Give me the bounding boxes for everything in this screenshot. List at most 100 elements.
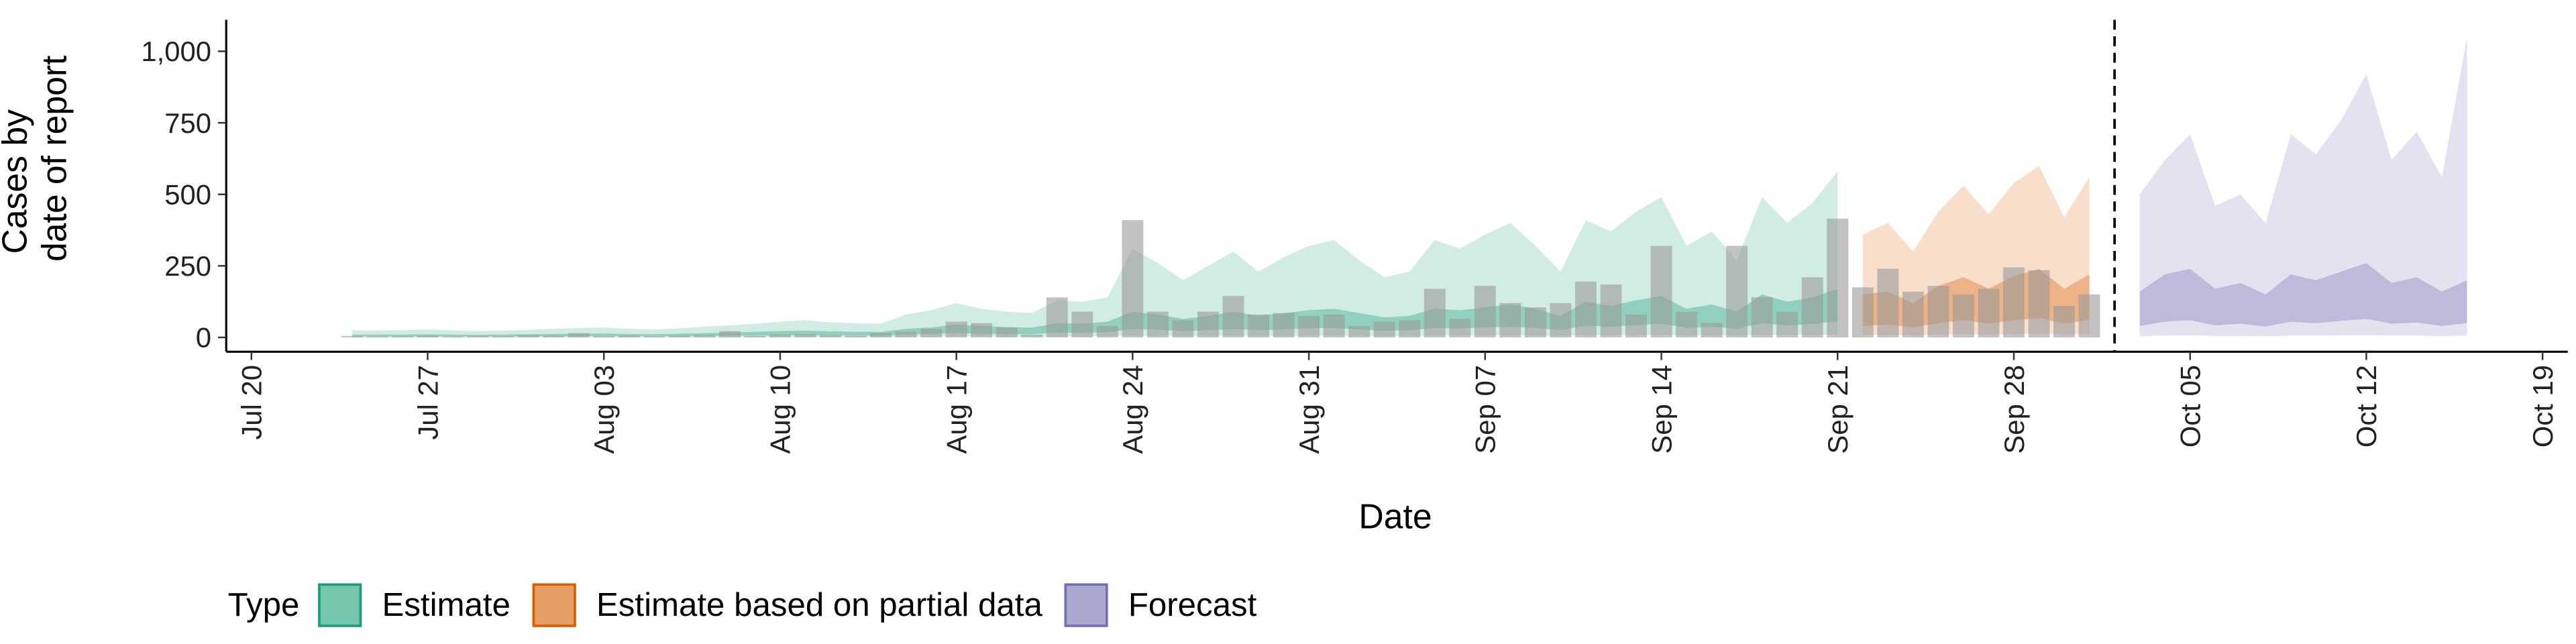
x-tick-label: Aug 03 [588,365,620,454]
bar [1524,307,1546,337]
bar [2003,267,2025,337]
bar [1851,287,1874,337]
x-tick-label: Oct 12 [2351,365,2382,447]
bar [1801,277,1823,337]
bar [845,335,867,337]
bar [1550,303,1572,337]
x-tick-label: Aug 17 [941,365,972,454]
y-tick-label: 750 [164,107,211,139]
bar [2078,294,2100,337]
y-tick-label: 0 [196,322,211,354]
x-tick-label: Sep 28 [1998,365,2030,454]
bar [744,335,766,337]
bar [794,333,816,337]
bar [1122,220,1144,337]
bar [1751,297,1773,337]
legend-label: Estimate based on partial data [596,586,1042,623]
x-tick-label: Jul 27 [412,365,443,440]
bar [568,333,590,337]
bar [543,335,565,337]
bar [1348,325,1371,337]
bar [1399,320,1421,337]
bar [1952,294,1974,337]
bar [1827,218,1849,337]
bar [1222,296,1244,337]
ribbon [352,171,1838,337]
bar [1650,246,1672,337]
bar [1323,314,1345,337]
bar [1449,319,1471,337]
bar [1248,314,1269,337]
bar [820,335,841,337]
legend-key [318,583,362,627]
x-tick-label: Aug 24 [1117,365,1148,454]
x-tick-label: Sep 21 [1822,365,1854,454]
bar [1726,246,1748,337]
bar [392,336,413,337]
legend-label: Forecast [1128,586,1257,623]
bar [769,334,791,337]
bar [870,333,892,337]
bar [895,331,917,337]
bar [1021,334,1043,337]
ribbon [2139,263,2467,327]
x-tick-label: Aug 31 [1293,365,1325,454]
bar [341,335,363,337]
x-tick-label: Sep 07 [1470,365,1501,454]
ribbon [2139,37,2467,337]
bar [593,335,615,337]
bar [668,335,690,337]
bar [1600,284,1622,337]
bar [920,329,943,337]
bar [1071,311,1093,337]
x-tick-label: Aug 10 [765,365,796,454]
bar [971,323,993,337]
bar [1172,320,1194,337]
bar [1499,303,1521,337]
bar [1701,323,1723,337]
x-axis-title: Date [1358,497,1432,536]
bar [467,335,489,337]
bar [2028,270,2050,337]
bar [417,335,439,337]
bar [2053,306,2076,337]
bar [1373,321,1395,337]
legend-label: Estimate [382,586,510,623]
bar [1096,325,1118,337]
y-axis-title: date of report [34,56,73,262]
bar [1978,288,2000,337]
y-axis-title: Cases by [0,109,34,254]
legend-key [1064,583,1108,627]
y-tick-label: 1,000 [141,36,211,67]
x-tick-label: Oct 19 [2527,365,2559,447]
bar [1273,313,1295,337]
bar [694,335,716,337]
y-tick-label: 500 [164,178,211,210]
x-tick-label: Jul 20 [236,365,268,440]
y-tick-label: 250 [164,250,211,282]
bar [1902,291,1924,337]
bar [492,336,515,337]
bar [945,321,967,337]
bar [1574,281,1597,337]
bar [718,331,741,337]
legend-key [532,583,576,627]
x-tick-label: Oct 05 [2174,365,2206,447]
bar [618,335,640,337]
bar [1197,311,1219,337]
legend-title: Type [228,586,300,623]
x-tick-label: Sep 14 [1646,365,1677,454]
bar [643,336,665,337]
bar [1927,286,1949,337]
bar [1424,288,1446,337]
bar [1046,297,1068,337]
bar [1676,311,1698,337]
bar [1877,268,1899,337]
bar [1776,311,1799,337]
bar [1625,314,1647,337]
bar [517,335,539,337]
bar [1146,311,1169,337]
bar [1298,315,1320,337]
